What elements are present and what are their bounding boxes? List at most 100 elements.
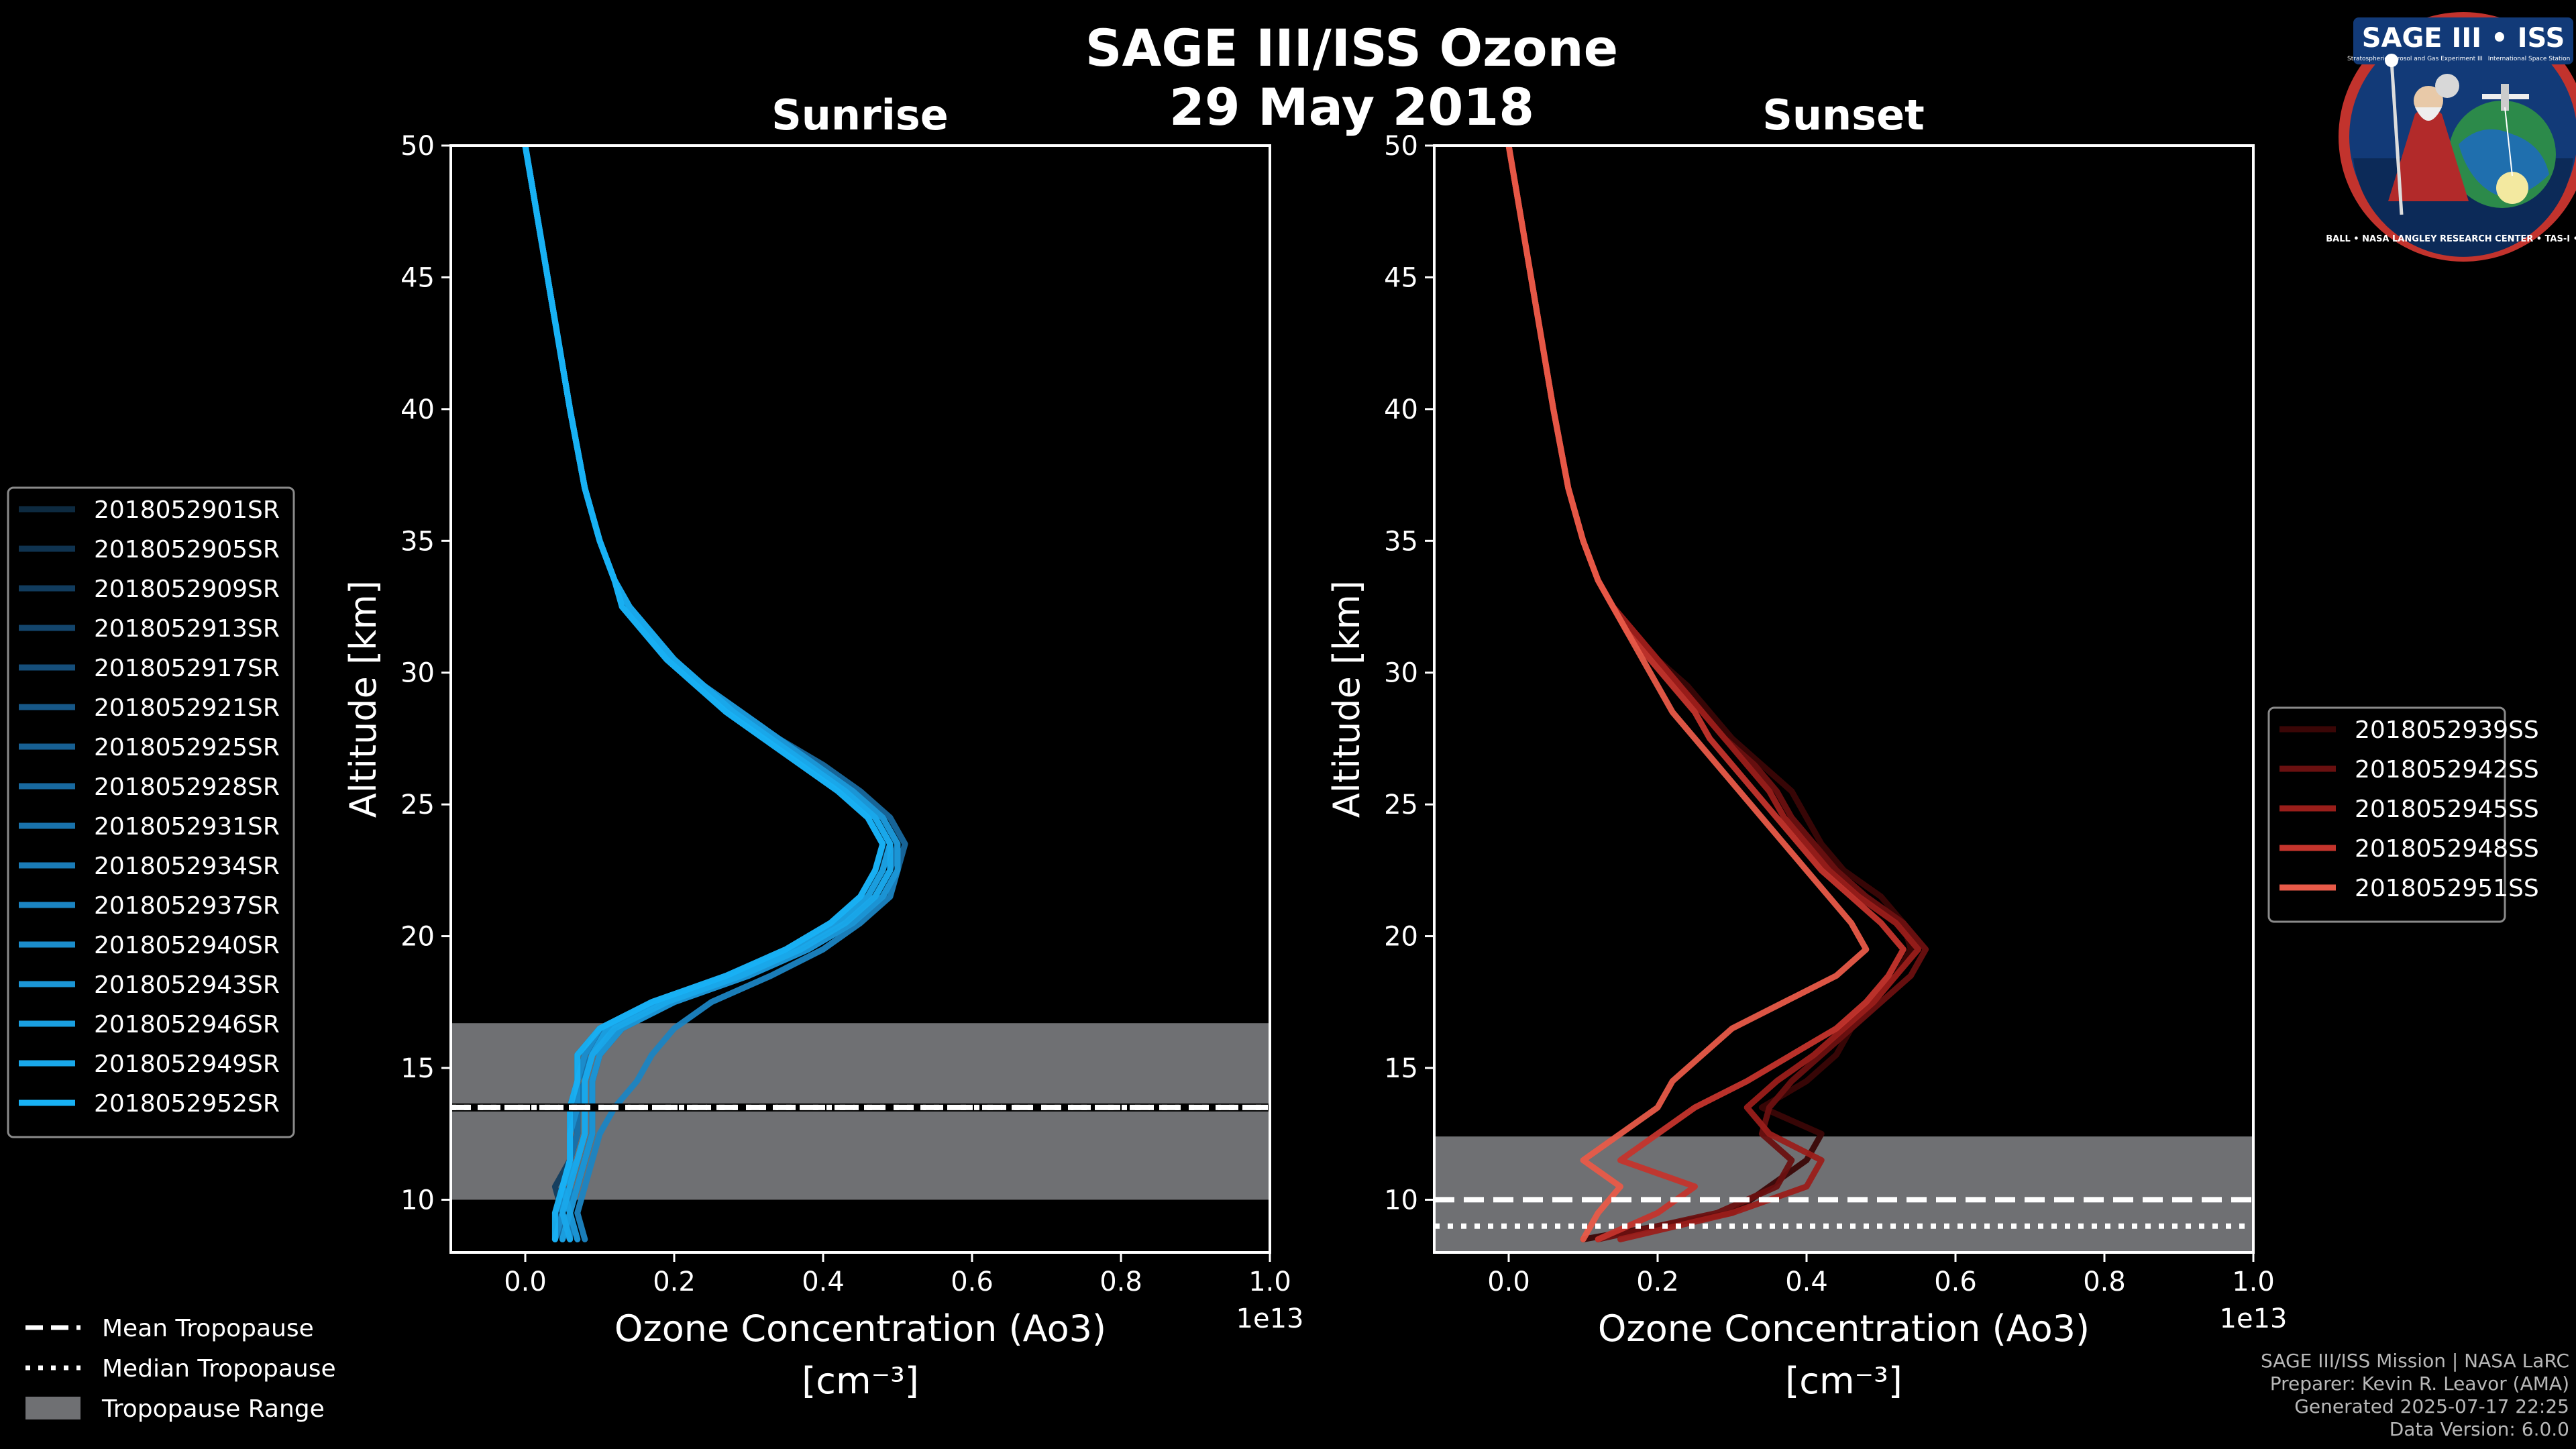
series-line-2018052951SS bbox=[1505, 146, 1870, 1242]
sunrise-ytick-label: 35 bbox=[400, 526, 435, 557]
sunset-ytick-label: 25 bbox=[1384, 790, 1418, 820]
sunrise-xtick-label: 1.0 bbox=[1248, 1267, 1291, 1297]
sunset-panel: Sunset 0.0 0.2 0.4 0.6 0.8 1.0 10 15 20 25 30 35 40 45… bbox=[1326, 91, 2287, 1402]
staff-icon bbox=[2390, 60, 2404, 215]
badge-title-bar bbox=[2353, 17, 2573, 64]
sunrise-xtick-label: 0.4 bbox=[802, 1267, 845, 1297]
figure-date: 29 May 2018 bbox=[1169, 77, 1534, 137]
sunset-xtick-label: 1.0 bbox=[2232, 1267, 2275, 1297]
sunset-xtick-label: 0.8 bbox=[2083, 1267, 2126, 1297]
sunrise-panel-title: Sunrise bbox=[771, 91, 949, 140]
legend-label-2018052905SR: 2018052905SR bbox=[94, 536, 280, 564]
sunrise-ytick-label: 10 bbox=[400, 1185, 435, 1216]
sunset-ytick-label: 30 bbox=[1384, 658, 1418, 689]
legend-label-2018052943SR: 2018052943SR bbox=[94, 971, 280, 999]
sunset-axes-frame bbox=[1433, 144, 2255, 1254]
sunset-ytick-label: 35 bbox=[1384, 526, 1418, 557]
sunset-xtick-label: 0.4 bbox=[1785, 1267, 1828, 1297]
sunset-ytick-label: 45 bbox=[1384, 262, 1418, 293]
sunset-ytick-label: 10 bbox=[1384, 1185, 1418, 1216]
sage-figure-beard-icon bbox=[2415, 107, 2442, 121]
sunset-xaxis-units: [cm⁻³] bbox=[1785, 1360, 1902, 1402]
sunrise-ytick-label: 30 bbox=[400, 658, 435, 689]
sunset-tropopause-range-band bbox=[1434, 1136, 2253, 1252]
legend-label-2018052940SR: 2018052940SR bbox=[94, 932, 280, 959]
legend-label-2018052942SS: 2018052942SS bbox=[2355, 756, 2539, 784]
sunrise-ytick-label: 45 bbox=[400, 262, 435, 293]
legend-label-2018052951SS: 2018052951SS bbox=[2355, 875, 2539, 902]
legend-label-2018052952SR: 2018052952SR bbox=[94, 1090, 280, 1118]
tropopause-range-label: Tropopause Range bbox=[101, 1395, 325, 1423]
legend-label-2018052945SS: 2018052945SS bbox=[2355, 796, 2539, 823]
sun-icon bbox=[2496, 172, 2528, 204]
legend-label-2018052949SR: 2018052949SR bbox=[94, 1051, 280, 1078]
sunset-xaxis-label: Ozone Concentration (Ao3) bbox=[1598, 1307, 2090, 1350]
tropopause-legend: Mean Tropopause Median Tropopause Tropop… bbox=[25, 1315, 336, 1423]
sunrise-yaxis-label: Altitude [km] bbox=[342, 580, 384, 818]
sunrise-ytick-label: 40 bbox=[400, 394, 435, 425]
sunset-ytick-label: 15 bbox=[1384, 1053, 1418, 1084]
sage-iii-iss-badge: SAGE III • ISS Stratospheric Aerosol and… bbox=[2326, 12, 2576, 262]
sunset-legend: 2018052939SS 2018052942SS 2018052945SS 2018… bbox=[2267, 706, 2539, 923]
legend-label-2018052925SR: 2018052925SR bbox=[94, 734, 280, 761]
sage-figure-robe-icon bbox=[2388, 107, 2469, 201]
credit-generated: Generated 2025-07-17 22:25 bbox=[2294, 1395, 2569, 1417]
sunrise-ytick-label: 20 bbox=[400, 922, 435, 953]
space-station-icon bbox=[2482, 84, 2529, 111]
sunrise-xtick-label: 0.8 bbox=[1099, 1267, 1142, 1297]
median-tropopause-label: Median Tropopause bbox=[102, 1355, 336, 1383]
sunset-yaxis-label: Altitude [km] bbox=[1326, 580, 1368, 818]
sunset-ytick-label: 20 bbox=[1384, 922, 1418, 953]
sunset-panel-title: Sunset bbox=[1762, 91, 1925, 140]
figure-title: SAGE III/ISS Ozone bbox=[1085, 18, 1618, 78]
sunset-xtick-label: 0.2 bbox=[1636, 1267, 1679, 1297]
sunrise-axes-frame bbox=[449, 144, 1271, 1254]
legend-label-2018052948SS: 2018052948SS bbox=[2355, 835, 2539, 863]
badge-subtitle: Stratospheric Aerosol and Gas Experiment… bbox=[2347, 56, 2483, 62]
legend-label-2018052901SR: 2018052901SR bbox=[94, 496, 280, 524]
legend-label-2018052913SR: 2018052913SR bbox=[94, 615, 280, 643]
legend-label-2018052939SS: 2018052939SS bbox=[2355, 716, 2539, 744]
sunrise-ytick-label: 25 bbox=[400, 790, 435, 820]
mean-tropopause-label: Mean Tropopause bbox=[102, 1315, 314, 1342]
staff-orb-icon bbox=[2385, 54, 2398, 67]
sunset-ytick-label: 50 bbox=[1384, 131, 1418, 162]
badge-title: SAGE III • ISS bbox=[2362, 23, 2565, 54]
sunrise-ytick-label: 50 bbox=[400, 131, 435, 162]
legend-label-2018052909SR: 2018052909SR bbox=[94, 576, 280, 603]
credit-data-version: Data Version: 6.0.0 bbox=[2390, 1418, 2569, 1440]
tropopause-range-swatch bbox=[25, 1397, 80, 1419]
sunset-xtick-label: 0.6 bbox=[1934, 1267, 1977, 1297]
legend-label-2018052928SR: 2018052928SR bbox=[94, 773, 280, 801]
sunrise-legend: 2018052901SR 2018052905SR 2018052909SR 2018… bbox=[7, 486, 295, 1138]
sunrise-xscale-label: 1e13 bbox=[1236, 1303, 1304, 1334]
sunrise-xtick-label: 0.6 bbox=[951, 1267, 994, 1297]
sunset-legend-box bbox=[2267, 706, 2506, 923]
sunrise-xaxis-units: [cm⁻³] bbox=[802, 1360, 919, 1402]
credits: SAGE III/ISS Mission | NASA LaRC Prepare… bbox=[2261, 1350, 2569, 1440]
sunset-xtick-label: 0.0 bbox=[1487, 1267, 1530, 1297]
credit-preparer: Preparer: Kevin R. Leavor (AMA) bbox=[2270, 1373, 2569, 1395]
sunrise-legend-box bbox=[7, 486, 295, 1138]
moon-icon bbox=[2435, 74, 2459, 98]
badge-ring-text: BALL • NASA LANGLEY RESEARCH CENTER • TA… bbox=[2326, 234, 2576, 244]
sunrise-xaxis-label: Ozone Concentration (Ao3) bbox=[614, 1307, 1106, 1350]
badge-subtitle-iss: International Space Station bbox=[2488, 56, 2571, 62]
sunrise-xtick-label: 0.0 bbox=[504, 1267, 547, 1297]
occultation-ray bbox=[2504, 107, 2513, 176]
legend-label-2018052921SR: 2018052921SR bbox=[94, 694, 280, 722]
legend-label-2018052946SR: 2018052946SR bbox=[94, 1011, 280, 1038]
sunrise-ytick-label: 15 bbox=[400, 1053, 435, 1084]
sunrise-xtick-label: 0.2 bbox=[653, 1267, 696, 1297]
legend-label-2018052931SR: 2018052931SR bbox=[94, 813, 280, 841]
ocean-shape bbox=[2459, 129, 2549, 196]
credit-mission: SAGE III/ISS Mission | NASA LaRC bbox=[2261, 1350, 2569, 1372]
sunrise-panel: Sunrise 0.0 0.2 0.4 0.6 0.8 1.0 10 15 20 25 30 35 40 4… bbox=[342, 91, 1303, 1402]
sunset-ytick-label: 40 bbox=[1384, 394, 1418, 425]
sunset-series-group bbox=[1505, 146, 1929, 1242]
legend-label-2018052934SR: 2018052934SR bbox=[94, 853, 280, 880]
sunset-xscale-label: 1e13 bbox=[2220, 1303, 2288, 1334]
legend-label-2018052937SR: 2018052937SR bbox=[94, 892, 280, 920]
legend-label-2018052917SR: 2018052917SR bbox=[94, 655, 280, 682]
